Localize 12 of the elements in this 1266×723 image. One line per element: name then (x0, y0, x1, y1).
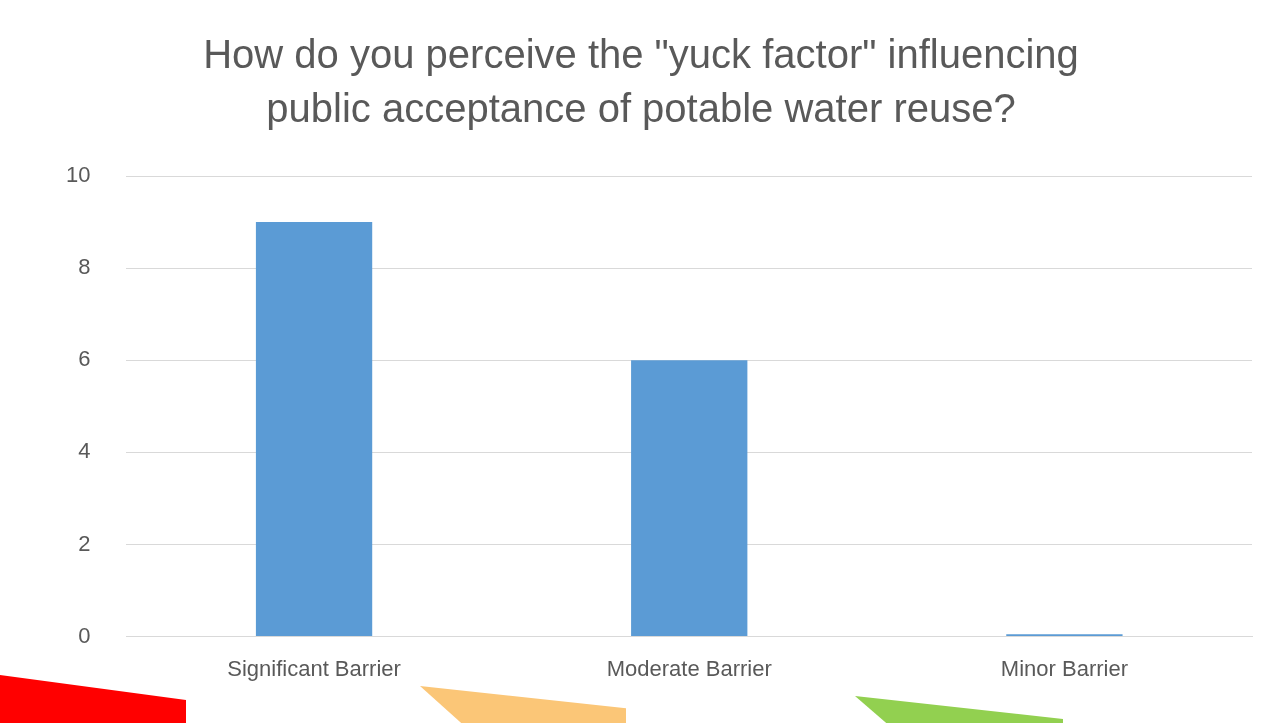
x-tick-label: Significant Barrier (227, 655, 401, 681)
y-tick-label: 8 (78, 254, 91, 280)
y-tick-label: 6 (78, 346, 91, 372)
y-tick-label: 4 (78, 438, 91, 464)
y-tick-label: 2 (78, 530, 91, 556)
bar (631, 360, 748, 637)
x-tick-label: Minor Barrier (1000, 655, 1128, 681)
bar (255, 222, 373, 637)
x-tick-label: Moderate Barrier (606, 655, 772, 681)
chart-title: How do you perceive the "yuck factor" influencing public acceptance of potable water reuse? (203, 32, 1079, 131)
y-tick-label: 0 (78, 622, 91, 648)
y-tick-label: 10 (65, 162, 91, 188)
